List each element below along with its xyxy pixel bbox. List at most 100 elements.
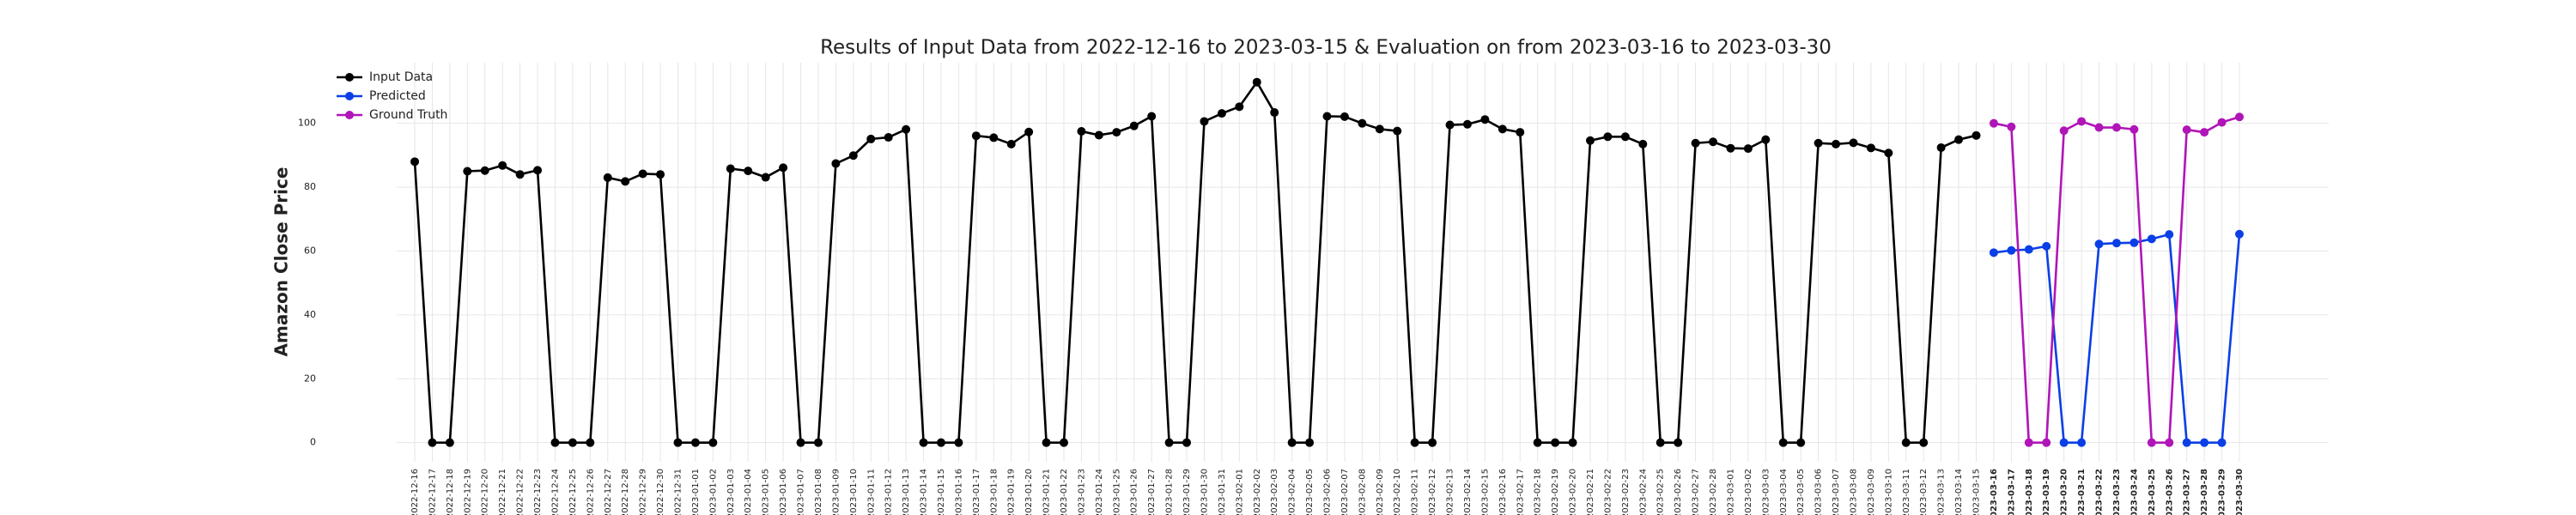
- x-tick-label: 2023-03-25: [2148, 469, 2157, 515]
- data-point: [1516, 128, 1525, 137]
- x-tick-label: 2023-03-26: [2165, 469, 2174, 515]
- data-point: [971, 131, 981, 141]
- data-point: [2094, 123, 2104, 132]
- x-tick-label: 2023-01-03: [726, 469, 736, 515]
- x-tick-label: 2023-02-19: [1551, 469, 1560, 515]
- data-point: [586, 438, 595, 447]
- x-tick-label: 2023-02-09: [1376, 469, 1385, 515]
- data-point: [2024, 438, 2033, 447]
- data-point: [1060, 438, 1069, 447]
- x-tick-label: 2023-03-01: [1726, 469, 1735, 515]
- x-tick-label: 2023-03-16: [1990, 469, 1999, 515]
- x-tick-label: 2023-01-16: [954, 469, 963, 515]
- data-point: [1568, 438, 1577, 447]
- data-point: [1358, 118, 1367, 128]
- data-point: [1042, 438, 1051, 447]
- x-tick-label: 2023-03-18: [2025, 469, 2034, 515]
- data-point: [1480, 115, 1490, 124]
- data-point: [831, 159, 841, 168]
- data-point: [1989, 248, 1998, 258]
- x-tick-label: 2022-12-29: [639, 469, 648, 515]
- x-tick-label: 2023-01-01: [691, 469, 701, 515]
- data-point: [1393, 126, 1402, 136]
- data-point: [919, 438, 928, 447]
- x-tick-label: 2023-01-23: [1077, 469, 1086, 515]
- x-tick-label: 2023-03-12: [1919, 469, 1929, 515]
- x-tick-label: 2023-01-17: [972, 469, 981, 515]
- data-point: [1147, 112, 1157, 121]
- x-tick-label: 2023-02-07: [1340, 469, 1350, 515]
- data-point: [2059, 438, 2069, 447]
- x-tick-label: 2023-03-05: [1796, 469, 1806, 515]
- data-point: [1866, 143, 1875, 153]
- data-point: [498, 161, 507, 170]
- data-point: [1340, 112, 1349, 121]
- data-point: [1112, 128, 1121, 137]
- data-point: [2111, 123, 2121, 132]
- data-point: [1849, 138, 1858, 148]
- x-tick-label: 2023-03-03: [1761, 469, 1771, 515]
- data-point: [761, 173, 770, 182]
- data-point: [1498, 124, 1507, 134]
- data-point: [1006, 139, 1016, 148]
- x-tick-label: 2023-01-31: [1218, 469, 1227, 515]
- data-point: [902, 124, 911, 134]
- x-tick-label: 2023-02-18: [1534, 469, 1543, 515]
- data-point: [1375, 124, 1384, 134]
- data-point: [2024, 245, 2033, 254]
- y-axis-label: Amazon Close Price: [271, 167, 292, 357]
- x-tick-label: 2023-01-27: [1147, 469, 1157, 515]
- x-tick-label: 2022-12-28: [621, 469, 630, 515]
- x-tick-label: 2023-02-23: [1621, 469, 1631, 515]
- data-point: [1217, 109, 1226, 118]
- y-tick-label: 80: [304, 181, 316, 192]
- data-point: [1989, 118, 1998, 128]
- x-tick-label: 2023-01-10: [849, 469, 859, 515]
- x-tick-label: 2023-03-24: [2129, 469, 2139, 515]
- x-tick-label: 2023-01-02: [708, 469, 718, 515]
- x-tick-label: 2023-03-17: [2007, 469, 2016, 515]
- data-point: [1164, 438, 1174, 447]
- data-point: [1462, 119, 1472, 129]
- data-point: [1094, 130, 1103, 140]
- data-point: [1182, 438, 1192, 447]
- data-point: [1761, 135, 1771, 144]
- y-tick-label: 60: [304, 245, 316, 256]
- x-tick-label: 2023-01-11: [866, 469, 876, 515]
- data-point: [726, 164, 735, 173]
- x-tick-label: 2023-03-14: [1954, 469, 1964, 515]
- data-point: [638, 169, 647, 179]
- data-point: [796, 438, 805, 447]
- data-point: [744, 167, 753, 176]
- x-tick-label: 2023-03-27: [2183, 469, 2192, 515]
- x-tick-label: 2023-02-16: [1498, 469, 1508, 515]
- data-point: [779, 163, 788, 173]
- x-tick-label: 2023-01-24: [1095, 469, 1104, 515]
- x-tick-label: 2023-03-22: [2095, 469, 2105, 515]
- x-tick-label: 2023-02-01: [1235, 469, 1244, 515]
- x-tick-label: 2023-02-25: [1656, 469, 1666, 515]
- data-point: [1585, 136, 1595, 145]
- data-point: [1620, 132, 1630, 142]
- data-point: [866, 134, 876, 143]
- data-point: [1551, 438, 1560, 447]
- x-tick-label: 2022-12-18: [446, 469, 455, 515]
- x-tick-label: 2022-12-26: [586, 469, 595, 515]
- data-point: [1287, 438, 1297, 447]
- x-tick-label: 2023-02-14: [1463, 469, 1473, 515]
- x-tick-label: 2023-03-20: [2060, 469, 2069, 515]
- x-tick-label: 2023-02-17: [1516, 469, 1525, 515]
- legend-label: Predicted: [369, 89, 426, 103]
- data-point: [603, 173, 612, 182]
- x-tick-label: 2023-03-11: [1902, 469, 1911, 515]
- data-point: [1778, 438, 1788, 447]
- data-point: [2094, 239, 2104, 249]
- data-point: [2235, 229, 2244, 239]
- data-point: [1814, 138, 1823, 148]
- data-point: [1077, 126, 1086, 136]
- data-point: [708, 438, 718, 447]
- x-tick-label: 2023-03-02: [1744, 469, 1753, 515]
- data-point: [1252, 77, 1261, 87]
- data-point: [1971, 130, 1981, 140]
- x-tick-label: 2023-03-06: [1814, 469, 1824, 515]
